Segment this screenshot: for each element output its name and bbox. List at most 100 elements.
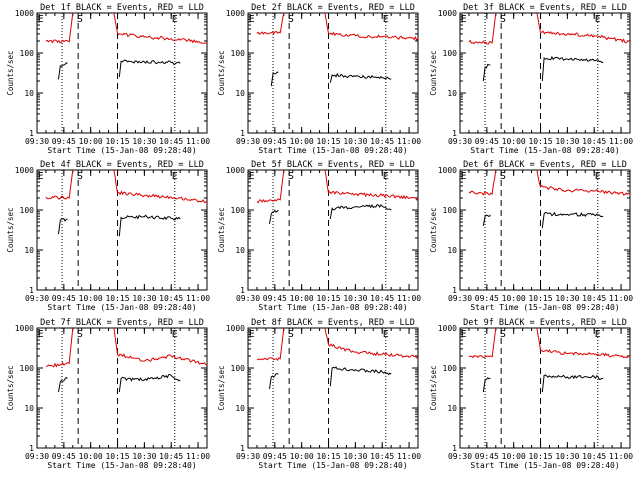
y-tick-label: 100 — [231, 364, 246, 373]
x-tick-label: 10:45 — [582, 452, 606, 461]
x-tick-label: 09:30 — [236, 294, 260, 303]
event-marker-s: S — [500, 171, 506, 182]
y-tick-label: 1000 — [226, 9, 245, 18]
x-tick-label: 11:00 — [186, 294, 210, 303]
detector-panel-4: Det 4f BLACK = Events, RED = LLD 1 10 100 10… — [6, 160, 210, 312]
lld-series-line — [256, 169, 285, 204]
lld-series-line — [113, 169, 208, 204]
event-marker-e: E — [595, 14, 601, 25]
x-tick-label: 10:30 — [343, 137, 367, 146]
event-marker-e: E — [249, 171, 255, 182]
events-series-line — [541, 55, 604, 82]
x-axis-ticks: 09:30 09:45 10:00 10:15 10:30 10:45 11:00 — [236, 328, 421, 461]
y-axis-ticks: 1 10 100 1000 — [226, 324, 418, 453]
x-tick-label: 10:30 — [555, 452, 579, 461]
x-tick-label: 10:30 — [132, 137, 156, 146]
x-tick-label: 10:45 — [370, 294, 394, 303]
y-tick-label: 1000 — [15, 166, 34, 175]
events-series-line — [58, 376, 68, 393]
y-tick-label: 1000 — [438, 324, 457, 333]
y-tick-label: 1 — [29, 286, 34, 295]
event-marker-e: E — [38, 14, 44, 25]
event-marker-s: S — [77, 14, 83, 25]
x-tick-label: 09:45 — [263, 452, 287, 461]
event-marker-e: E — [383, 329, 389, 340]
y-axis-label: Counts/sec — [429, 207, 438, 252]
y-axis-ticks: 1 10 100 1000 — [15, 9, 207, 138]
x-tick-label: 09:30 — [25, 452, 49, 461]
y-tick-label: 1000 — [438, 9, 457, 18]
x-tick-label: 10:45 — [159, 137, 183, 146]
y-axis-ticks: 1 10 100 1000 — [15, 324, 207, 453]
x-axis-label: Start Time (15-Jan-08 09:28:40) — [470, 303, 619, 312]
y-tick-label: 100 — [443, 364, 458, 373]
lld-series-line — [45, 12, 74, 44]
y-axis-ticks: 1 10 100 1000 — [438, 166, 630, 295]
y-tick-label: 10 — [235, 246, 245, 255]
x-axis-ticks: 09:30 09:45 10:00 10:15 10:30 10:45 11:00 — [25, 328, 210, 461]
lld-series-line — [45, 327, 74, 368]
event-marker-e: E — [595, 329, 601, 340]
panel-title: Det 2f BLACK = Events, RED = LLD — [251, 3, 415, 13]
y-tick-label: 1 — [29, 444, 34, 453]
detector-panel-7: Det 7f BLACK = Events, RED = LLD 1 10 100 10… — [6, 318, 210, 470]
y-tick-label: 1000 — [226, 324, 245, 333]
panel-title: Det 9f BLACK = Events, RED = LLD — [463, 318, 627, 328]
x-axis-label: Start Time (15-Jan-08 09:28:40) — [470, 146, 619, 155]
x-tick-label: 09:45 — [52, 137, 76, 146]
y-tick-label: 10 — [24, 404, 34, 413]
events-series-line — [118, 373, 181, 393]
x-tick-label: 10:00 — [79, 294, 103, 303]
panel-frame — [459, 12, 631, 134]
y-tick-label: 100 — [231, 49, 246, 58]
y-tick-label: 1 — [452, 444, 457, 453]
x-axis-ticks: 09:30 09:45 10:00 10:15 10:30 10:45 11:00 — [448, 170, 633, 303]
events-series-line — [329, 72, 392, 83]
x-tick-label: 10:45 — [159, 294, 183, 303]
lld-series-line — [468, 169, 497, 196]
x-axis-label: Start Time (15-Jan-08 09:28:40) — [258, 303, 407, 312]
event-marker-s: S — [288, 14, 294, 25]
y-axis-label: Counts/sec — [217, 207, 226, 252]
x-tick-label: 10:00 — [79, 137, 103, 146]
x-tick-label: 09:45 — [475, 452, 499, 461]
event-marker-e: E — [249, 329, 255, 340]
event-marker-s: S — [500, 14, 506, 25]
x-tick-label: 10:15 — [528, 137, 552, 146]
x-tick-label: 10:00 — [79, 452, 103, 461]
lld-series-line — [536, 327, 631, 359]
x-tick-label: 09:45 — [52, 294, 76, 303]
events-series-line — [541, 211, 604, 229]
y-axis-ticks: 1 10 100 1000 — [438, 9, 630, 138]
events-series-line — [329, 366, 392, 387]
y-tick-label: 1 — [240, 286, 245, 295]
y-axis-label: Counts/sec — [429, 50, 438, 95]
x-tick-label: 09:30 — [448, 452, 472, 461]
lld-series-line — [324, 169, 419, 201]
events-series-line — [329, 204, 392, 219]
events-series-line — [58, 62, 68, 80]
x-tick-label: 10:15 — [528, 452, 552, 461]
detector-panel-3: Det 3f BLACK = Events, RED = LLD 1 10 100 10… — [429, 3, 633, 155]
x-axis-ticks: 09:30 09:45 10:00 10:15 10:30 10:45 11:00 — [448, 328, 633, 461]
events-series-line — [118, 59, 181, 78]
x-tick-label: 10:00 — [290, 294, 314, 303]
x-tick-label: 10:15 — [528, 294, 552, 303]
event-marker-e: E — [249, 14, 255, 25]
x-tick-label: 09:45 — [52, 452, 76, 461]
y-tick-label: 1 — [240, 444, 245, 453]
panel-frame — [459, 169, 631, 291]
detector-panel-1: Det 1f BLACK = Events, RED = LLD 1 10 100 10… — [6, 3, 210, 155]
x-tick-label: 10:15 — [316, 452, 340, 461]
event-marker-e: E — [461, 171, 467, 182]
panel-frame — [247, 327, 419, 449]
y-tick-label: 10 — [447, 404, 457, 413]
panel-frame — [36, 327, 208, 449]
x-tick-label: 09:30 — [25, 137, 49, 146]
x-axis-label: Start Time (15-Jan-08 09:28:40) — [47, 303, 196, 312]
y-tick-label: 10 — [24, 89, 34, 98]
x-tick-label: 09:30 — [236, 452, 260, 461]
x-axis-ticks: 09:30 09:45 10:00 10:15 10:30 10:45 11:00 — [25, 170, 210, 303]
y-axis-label: Counts/sec — [6, 365, 15, 410]
x-tick-label: 10:00 — [502, 137, 526, 146]
